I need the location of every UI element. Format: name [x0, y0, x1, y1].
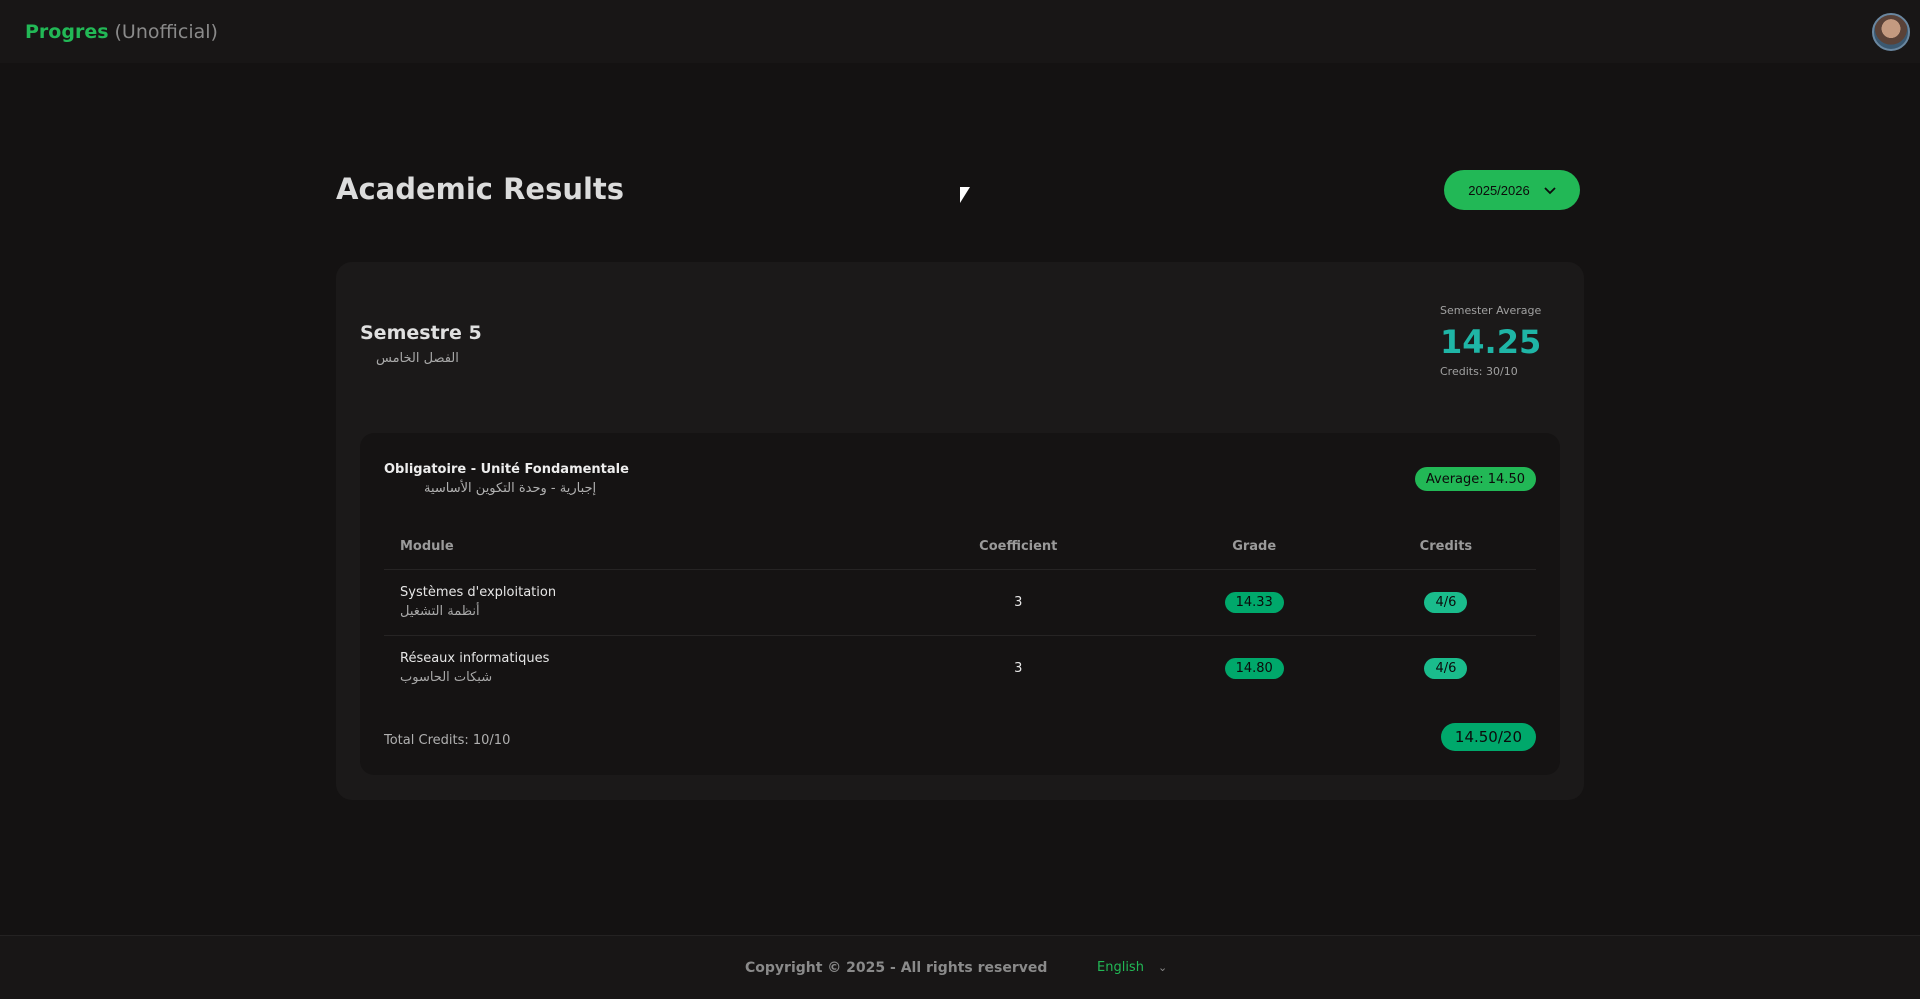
unit-average-badge: Average: 14.50 [1414, 467, 1536, 491]
grade-badge: 14.33 [1224, 591, 1284, 613]
semester-card: Semestre 5 الفصل الخامس Semester Average… [336, 262, 1584, 800]
table-header: Module Coefficient Grade Credits [384, 525, 1536, 570]
brand[interactable]: Progres (Unofficial) [25, 21, 218, 43]
table-row: Systèmes d'exploitation أنظمة التشغيل 3 1… [384, 569, 1536, 636]
col-coefficient: Coefficient [884, 525, 1153, 570]
unit-final-grade: 14.50/20 [1440, 723, 1536, 751]
modules-table: Module Coefficient Grade Credits Système… [384, 525, 1536, 701]
chevron-down-icon: ⌄ [1157, 961, 1168, 974]
brand-suffix: (Unofficial) [114, 20, 218, 43]
module-name-ar: أنظمة التشغيل [400, 604, 480, 619]
page-title: Academic Results [336, 172, 625, 206]
semester-average-value: 14.25 [1440, 323, 1542, 361]
credits-badge: 4/6 [1424, 657, 1468, 679]
semester-credits: Credits: 30/10 [1440, 365, 1518, 378]
semester-name-ar: الفصل الخامس [376, 351, 459, 366]
credits-badge: 4/6 [1424, 591, 1468, 613]
unit-title: Obligatoire - Unité Fondamentale [384, 462, 629, 477]
chevron-down-icon [1544, 183, 1556, 198]
col-module: Module [384, 525, 884, 570]
table-row: Réseaux informatiques شبكات الحاسوب 3 14.… [384, 635, 1536, 701]
module-name-ar: شبكات الحاسوب [400, 670, 493, 686]
total-credits: Total Credits: 10/10 [384, 733, 511, 748]
module-name: Réseaux informatiques [400, 651, 550, 667]
user-avatar[interactable] [1872, 13, 1910, 51]
top-bar: Progres (Unofficial) [0, 0, 1920, 63]
coefficient: 3 [884, 569, 1153, 636]
unit-title-ar: إجبارية - وحدة التكوين الأساسية [424, 481, 597, 496]
unit-card: Obligatoire - Unité Fondamentale إجبارية… [360, 433, 1560, 775]
year-value: 2025/2026 [1468, 182, 1530, 198]
module-name: Systèmes d'exploitation [400, 585, 557, 600]
semester-average-block: Semester Average 14.25 Credits: 30/10 [1440, 304, 1541, 378]
semester-average-label: Semester Average [1440, 304, 1542, 317]
grade-badge: 14.80 [1224, 657, 1284, 679]
col-grade: Grade [1152, 525, 1356, 570]
mouse-cursor-icon [960, 187, 970, 203]
brand-name: Progres [25, 20, 109, 43]
coefficient: 3 [1014, 660, 1023, 676]
col-credits: Credits [1355, 525, 1536, 570]
language-value: English [1097, 960, 1144, 975]
semester-name: Semestre 5 [360, 322, 482, 344]
footer: Copyright © 2025 - All rights reserved E… [0, 935, 1920, 999]
year-select[interactable]: 2025/2026 [1444, 170, 1580, 210]
language-select[interactable]: English ⌄ [1097, 960, 1167, 975]
copyright: Copyright © 2025 - All rights reserved [745, 960, 1048, 976]
